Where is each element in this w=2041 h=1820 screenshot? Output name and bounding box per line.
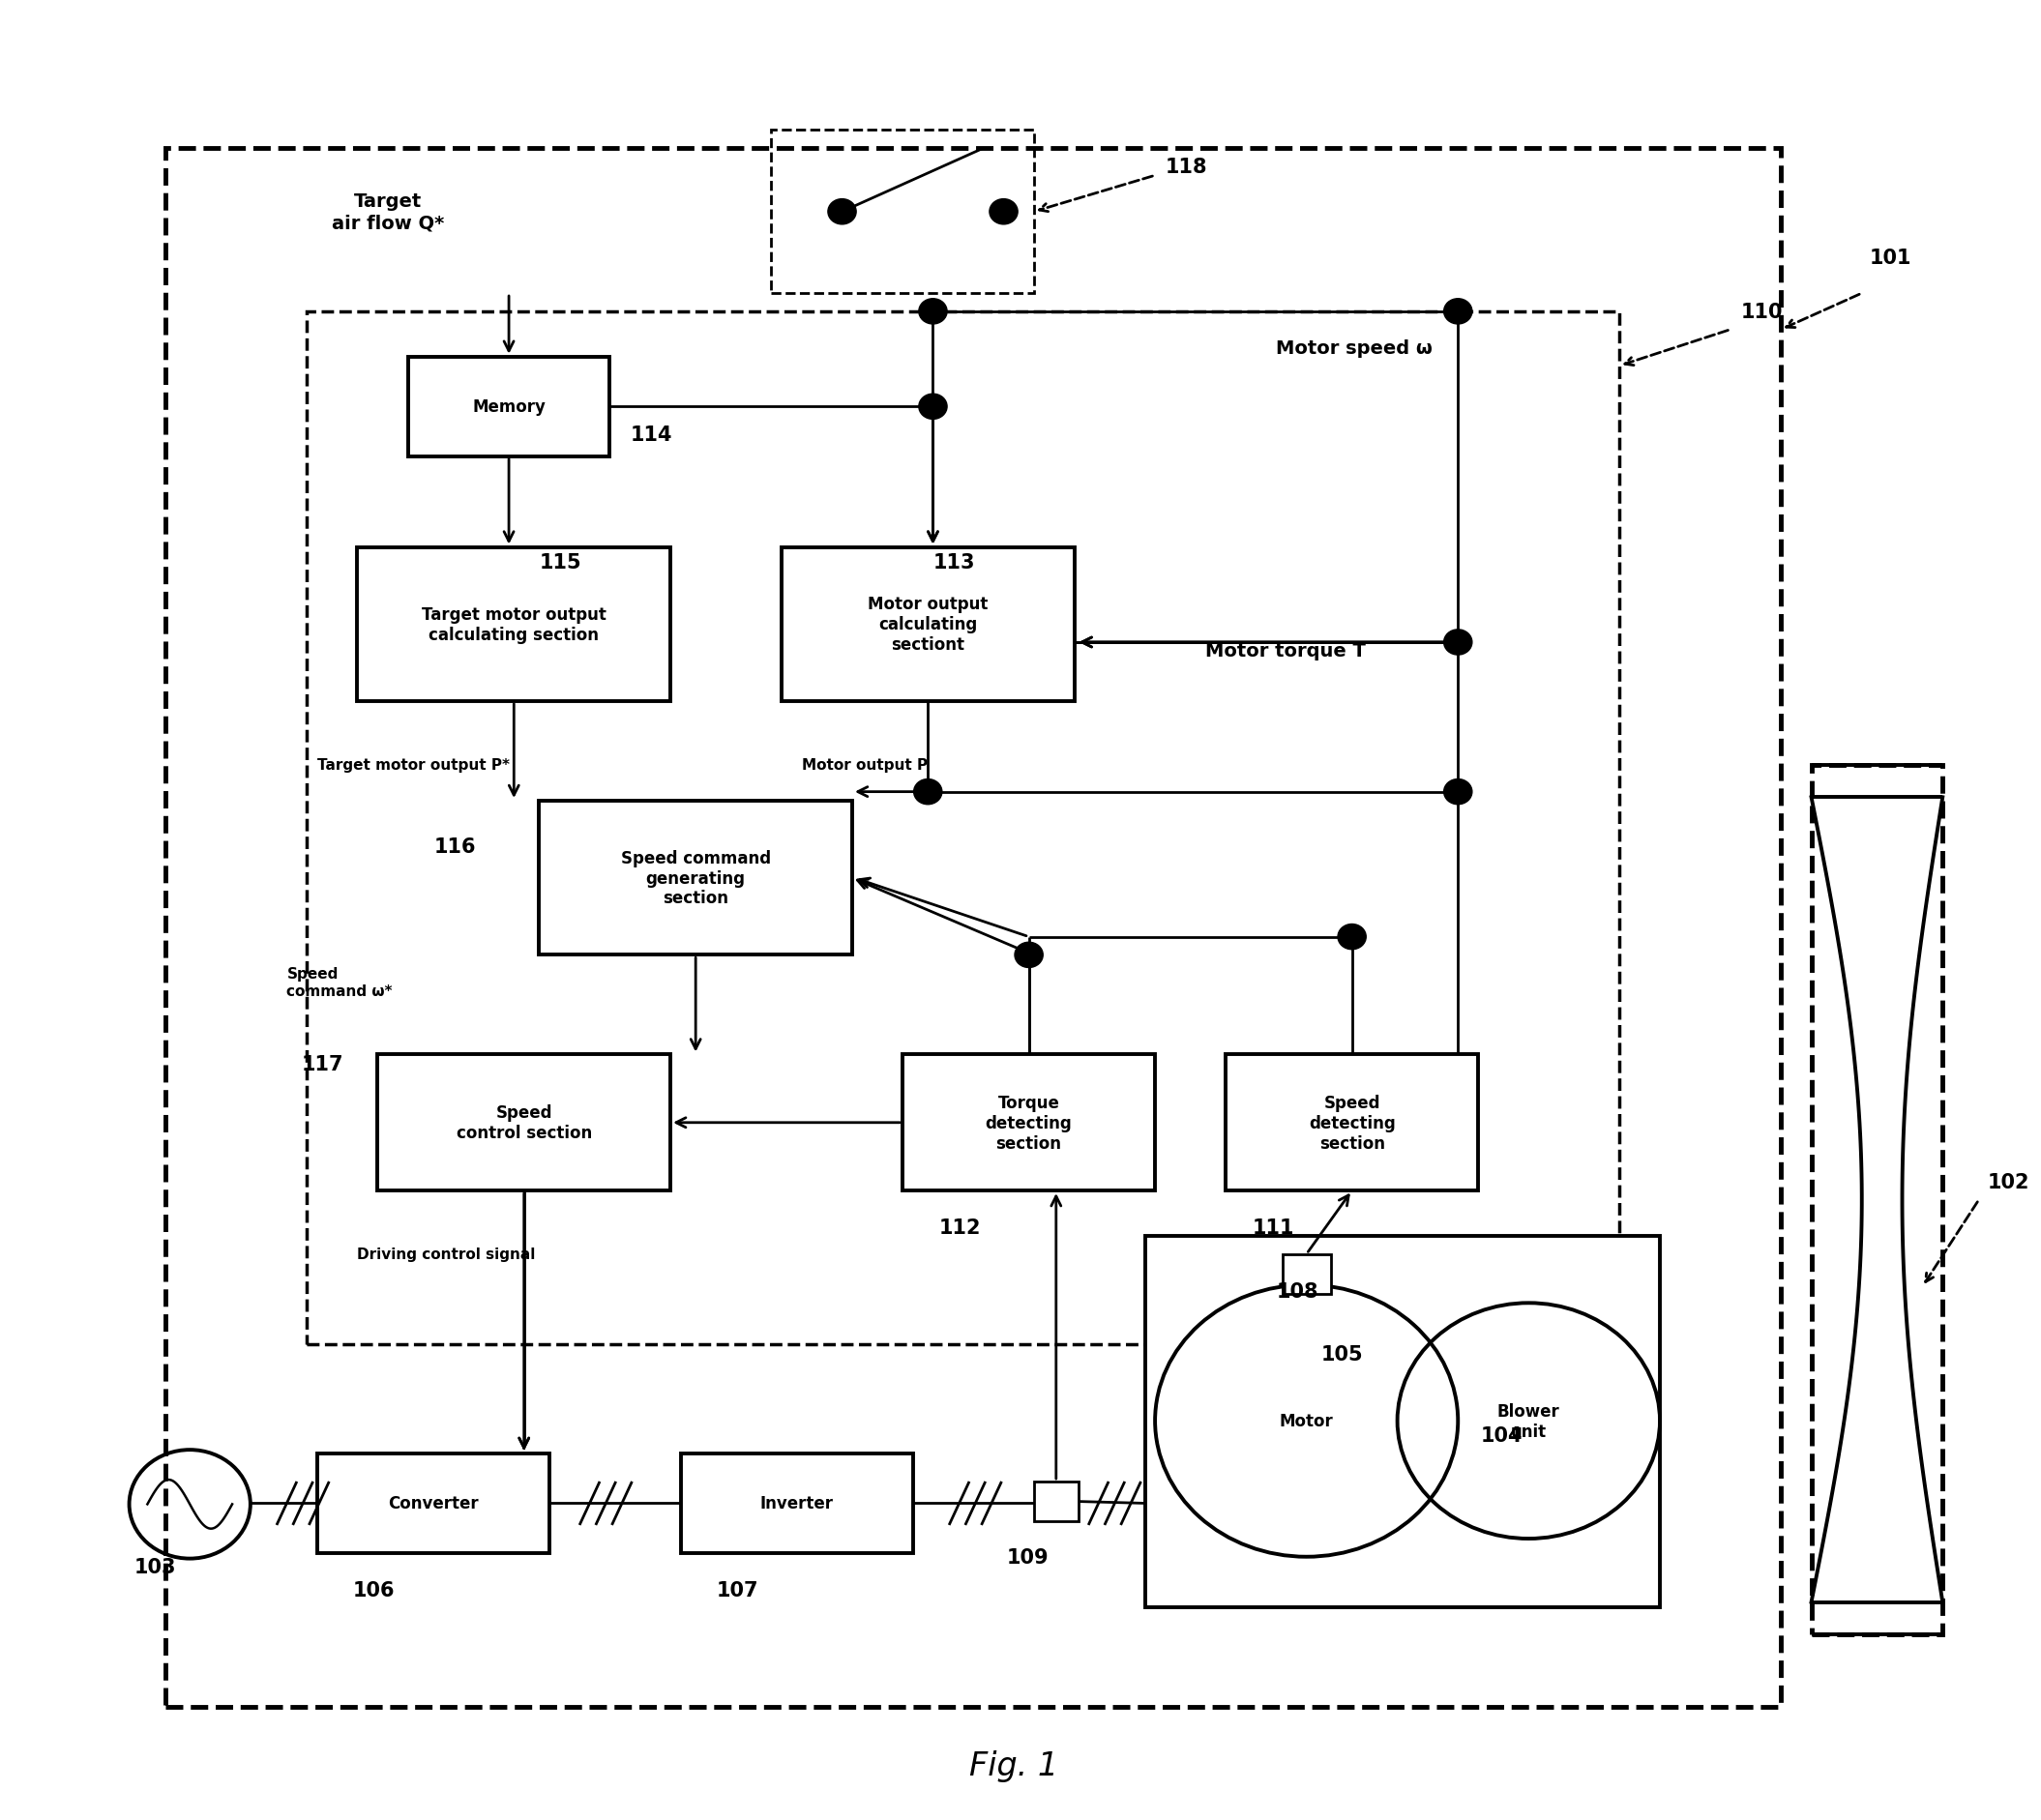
Text: 118: 118 xyxy=(1165,158,1206,177)
Text: Motor: Motor xyxy=(1280,1412,1333,1431)
Text: Target
air flow Q*: Target air flow Q* xyxy=(331,193,445,233)
Bar xyxy=(1227,1056,1478,1190)
Text: Motor torque T: Motor torque T xyxy=(1206,642,1365,661)
Text: 113: 113 xyxy=(933,553,976,571)
Text: 109: 109 xyxy=(1006,1547,1049,1567)
Text: 111: 111 xyxy=(1251,1218,1294,1238)
Text: 101: 101 xyxy=(1870,248,1912,268)
Text: Speed
detecting
section: Speed detecting section xyxy=(1308,1094,1396,1152)
Text: 114: 114 xyxy=(631,426,671,444)
Bar xyxy=(782,548,1074,703)
Bar xyxy=(1282,1254,1331,1294)
Text: 108: 108 xyxy=(1276,1281,1318,1301)
Text: Fig. 1: Fig. 1 xyxy=(969,1749,1057,1782)
Text: Driving control signal: Driving control signal xyxy=(357,1247,535,1261)
Bar xyxy=(1035,1481,1078,1522)
Text: Blower
unit: Blower unit xyxy=(1498,1401,1559,1440)
Circle shape xyxy=(1443,630,1472,655)
Circle shape xyxy=(1337,925,1365,950)
Text: Target motor output
calculating section: Target motor output calculating section xyxy=(422,606,606,642)
Bar xyxy=(357,548,669,703)
Bar xyxy=(680,1454,912,1552)
Circle shape xyxy=(1443,298,1472,324)
Bar xyxy=(378,1056,669,1190)
Bar xyxy=(771,131,1035,295)
Bar xyxy=(306,311,1619,1345)
Text: 105: 105 xyxy=(1321,1345,1363,1365)
Text: 104: 104 xyxy=(1480,1425,1523,1445)
Text: 107: 107 xyxy=(716,1580,757,1600)
Bar xyxy=(902,1056,1155,1190)
Circle shape xyxy=(914,779,943,804)
Text: Converter: Converter xyxy=(388,1494,478,1512)
Text: Speed command
generating
section: Speed command generating section xyxy=(620,850,771,906)
Text: 115: 115 xyxy=(539,553,582,571)
Bar xyxy=(1145,1236,1659,1607)
Text: 112: 112 xyxy=(939,1218,982,1238)
Text: Torque
detecting
section: Torque detecting section xyxy=(986,1094,1072,1152)
Text: 110: 110 xyxy=(1741,302,1782,322)
Text: 106: 106 xyxy=(353,1580,394,1600)
Circle shape xyxy=(1443,779,1472,804)
Bar xyxy=(408,357,610,457)
Bar xyxy=(165,149,1782,1707)
Circle shape xyxy=(1014,943,1043,968)
Text: Target motor output P*: Target motor output P* xyxy=(316,757,510,772)
Text: 116: 116 xyxy=(435,837,476,855)
Circle shape xyxy=(918,395,947,420)
Text: Inverter: Inverter xyxy=(759,1494,833,1512)
Text: 117: 117 xyxy=(302,1054,343,1074)
Circle shape xyxy=(918,298,947,324)
Circle shape xyxy=(829,200,855,226)
Circle shape xyxy=(990,200,1018,226)
Text: Speed
control section: Speed control section xyxy=(457,1105,592,1141)
Text: Motor output P: Motor output P xyxy=(802,757,927,772)
Text: Memory: Memory xyxy=(471,399,545,417)
Text: 103: 103 xyxy=(135,1556,176,1576)
Bar xyxy=(539,801,853,956)
Bar xyxy=(1810,764,1943,1634)
Text: Motor output
calculating
sectiont: Motor output calculating sectiont xyxy=(867,595,988,653)
Bar xyxy=(316,1454,549,1552)
Text: Motor speed ω: Motor speed ω xyxy=(1276,339,1433,357)
Text: 102: 102 xyxy=(1988,1172,2029,1192)
Text: Speed
command ω*: Speed command ω* xyxy=(286,966,392,997)
